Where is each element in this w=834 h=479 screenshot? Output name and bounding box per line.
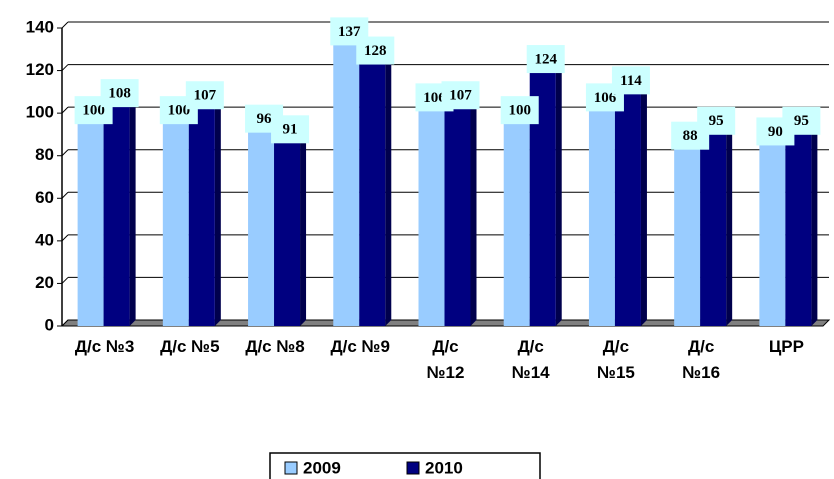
bar-front [614, 83, 641, 326]
bar [785, 117, 818, 327]
x-tick-label: Д/с №12 [426, 337, 465, 382]
bar [444, 92, 477, 326]
x-tick-label: Д/с №8 [245, 337, 305, 356]
x-tick-label: Д/с №16 [682, 337, 721, 382]
grid-diagonal [61, 149, 69, 157]
bar-front [444, 98, 471, 326]
x-tick-label: Д/с №9 [330, 337, 390, 356]
value-label-box [356, 36, 395, 65]
bar-front [359, 53, 386, 327]
legend-label: 2010 [425, 458, 463, 477]
value-label-box [100, 79, 139, 108]
value-label-box [441, 81, 480, 110]
grid-diagonal [61, 234, 69, 242]
x-tick-label: Д/с №15 [597, 337, 635, 382]
bar [103, 90, 136, 326]
grid-diagonal [61, 21, 69, 29]
value-label-box [271, 115, 310, 144]
value-label: 124 [534, 51, 557, 67]
bar-front [162, 113, 189, 327]
value-label-box [697, 106, 736, 135]
bar-side [385, 47, 392, 327]
value-label: 107 [194, 88, 217, 104]
grid-diagonal [61, 106, 69, 114]
bar-side [640, 77, 647, 326]
value-label: 95 [794, 113, 809, 129]
grid-diagonal [61, 277, 69, 284]
y-tick-label: 100 [26, 103, 54, 122]
bar-side [300, 126, 307, 326]
bar-front [333, 34, 360, 327]
value-label: 100 [168, 103, 191, 119]
bar-front [248, 121, 275, 327]
value-label-box [611, 66, 650, 95]
bar-side [214, 92, 221, 326]
y-tick-label: 140 [26, 17, 54, 36]
bar [700, 117, 733, 327]
bar-front [700, 123, 727, 327]
value-label: 95 [709, 113, 724, 129]
value-label: 106 [594, 90, 617, 106]
x-tick-label: Д/с №3 [74, 337, 135, 356]
bar-side [811, 117, 818, 327]
value-label-box [526, 45, 565, 74]
value-label: 106 [423, 90, 446, 106]
bar-side [726, 117, 733, 327]
value-label: 88 [683, 128, 698, 144]
value-label: 128 [364, 43, 387, 59]
value-label: 91 [283, 122, 298, 138]
bar [188, 92, 221, 326]
bar [614, 77, 647, 326]
x-tick-label: Д/с №5 [160, 337, 220, 356]
bar-front [418, 100, 445, 326]
legend-swatch [406, 461, 420, 475]
y-tick-label: 40 [35, 230, 54, 249]
y-tick-label: 0 [45, 315, 54, 334]
x-tick-label: ЦРР [768, 337, 804, 356]
bar [274, 126, 307, 326]
value-label: 96 [257, 111, 273, 127]
value-label-box [500, 96, 539, 125]
value-label: 100 [508, 103, 531, 119]
value-label-box [185, 81, 224, 110]
bar-front [759, 134, 786, 326]
bar [359, 47, 392, 327]
x-tick-label: Д/с №14 [511, 337, 550, 382]
bar-front [503, 113, 530, 327]
bar-front [274, 132, 301, 326]
bar-side [470, 92, 477, 326]
y-tick-label: 80 [35, 145, 54, 164]
legend-box [269, 452, 541, 479]
bar-front [785, 123, 812, 327]
grid-diagonal [61, 64, 69, 71]
value-label: 137 [338, 24, 361, 40]
value-label: 90 [768, 124, 783, 140]
y-tick-label: 20 [35, 273, 54, 292]
legend-swatch [284, 461, 298, 475]
bar-front [588, 100, 615, 326]
value-label: 107 [449, 88, 472, 104]
value-label: 100 [82, 103, 105, 119]
value-label: 114 [620, 73, 642, 89]
value-label: 108 [108, 86, 131, 102]
legend-label: 2009 [303, 458, 341, 477]
y-tick-label: 60 [35, 188, 54, 207]
bar-front [103, 96, 130, 326]
grid-diagonal [61, 191, 69, 199]
y-tick-label: 120 [26, 60, 54, 79]
bar-side [555, 56, 562, 327]
bar-front [77, 113, 104, 327]
bar-front [188, 98, 215, 326]
bar-side [129, 90, 136, 326]
bar-front [674, 138, 701, 326]
value-label-box [782, 106, 821, 135]
